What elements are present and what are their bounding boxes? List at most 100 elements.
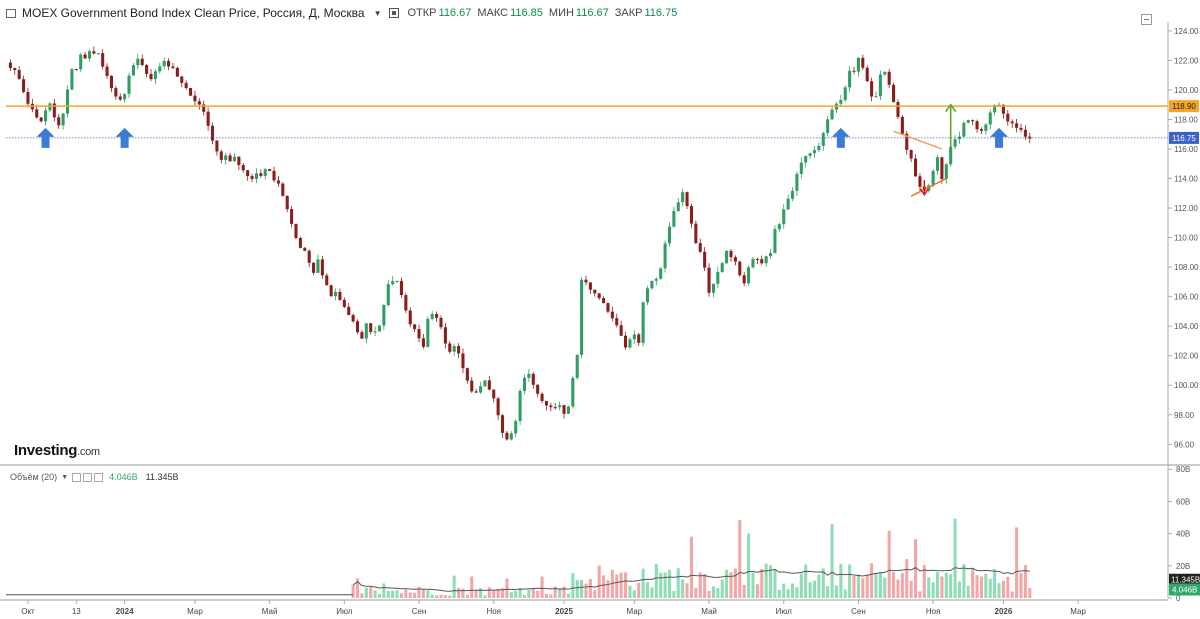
visibility-icon[interactable] (72, 472, 82, 482)
volume-bar (483, 595, 487, 598)
volume-bar (531, 588, 535, 598)
ohlc-high: МАКС 116.85 (477, 7, 543, 19)
candle-body (896, 102, 900, 117)
candle-body (399, 280, 403, 296)
candle-body (615, 318, 619, 326)
candle-body (606, 303, 610, 312)
chevron-down-icon[interactable]: ▼ (61, 473, 69, 481)
candle-body (654, 278, 658, 281)
time-tick-label: Ноя (486, 607, 501, 616)
time-tick-label: 2024 (116, 607, 134, 616)
candle-body (505, 432, 509, 440)
settings-icon[interactable] (83, 472, 93, 482)
volume-bar (641, 568, 645, 598)
candle-body (290, 209, 294, 224)
breakout-down-arrow-icon (919, 188, 929, 197)
volume-label[interactable]: Объём (20) (10, 472, 58, 482)
settings-icon[interactable] (389, 8, 400, 18)
candle-body (426, 318, 430, 347)
candle-body (755, 258, 759, 260)
time-tick-label: Сен (851, 607, 866, 616)
menu-icon[interactable] (6, 8, 16, 18)
candle-body (720, 263, 724, 273)
volume-bar (993, 569, 997, 598)
candle-body (457, 346, 461, 354)
candle-body (57, 117, 61, 126)
candle-body (966, 120, 970, 123)
candle-body (1010, 121, 1014, 124)
candle-body (149, 73, 153, 80)
volume-bar (413, 592, 417, 598)
candle-body (707, 267, 711, 293)
volume-tick-label: 0 (1176, 594, 1181, 603)
volume-bar (544, 594, 548, 598)
low-label: МИН (548, 7, 574, 19)
candle-body (435, 313, 439, 318)
collapse-icon[interactable] (1141, 14, 1152, 25)
volume-bar (795, 587, 799, 598)
volume-bar (747, 533, 751, 598)
candle-body (900, 116, 904, 134)
volume-bar (505, 578, 509, 598)
volume-bar (742, 584, 746, 598)
candle-body (575, 354, 579, 378)
volume-avg-axis-label: 11.345B (1171, 576, 1200, 585)
volume-bar (584, 583, 588, 598)
candle-body (624, 335, 628, 348)
candle-body (312, 262, 316, 273)
time-tick-label: 2025 (555, 607, 573, 616)
candle-body (509, 433, 513, 440)
close-label: ЗАКР (614, 7, 643, 19)
candle-body (580, 279, 584, 355)
volume-bar (870, 563, 874, 598)
volume-bar (843, 589, 847, 598)
price-tick-label: 100.00 (1174, 381, 1199, 390)
price-tick-label: 110.00 (1174, 234, 1198, 243)
candle-body (167, 60, 171, 67)
candle-body (1019, 127, 1023, 130)
candle-body (553, 407, 557, 409)
candle-body (246, 170, 250, 177)
candle-body (391, 281, 395, 285)
candle-body (935, 157, 940, 171)
volume-bar (597, 565, 601, 598)
candle-body (70, 69, 74, 90)
candle-body (210, 125, 215, 141)
candle-body (865, 67, 869, 82)
candle-body (566, 406, 570, 414)
volume-bar (540, 576, 544, 598)
candle-body (22, 79, 26, 92)
volume-bar (566, 593, 570, 598)
instrument-title[interactable]: MOEX Government Bond Index Clean Price, … (22, 6, 365, 20)
volume-tick-label: 60B (1176, 497, 1190, 506)
volume-bar (931, 582, 935, 598)
close-icon[interactable] (94, 472, 104, 482)
candle-body (272, 170, 276, 181)
volume-bar (610, 569, 614, 598)
candle-body (527, 373, 531, 378)
candle-body (360, 332, 364, 339)
candle-body (786, 198, 790, 210)
time-tick-label: 13 (72, 607, 81, 616)
volume-bar (808, 582, 812, 598)
candle-body (114, 88, 118, 97)
chevron-down-icon[interactable]: ▼ (373, 8, 382, 18)
volume-bar (729, 572, 733, 598)
volume-bar (522, 595, 527, 598)
volume-bar (667, 569, 672, 598)
candle-body (988, 112, 992, 125)
candle-body (303, 247, 307, 251)
volume-bar (500, 588, 505, 598)
volume-bar (553, 586, 557, 598)
candle-body (826, 119, 830, 134)
candle-body (386, 284, 390, 306)
volume-bar (1010, 591, 1014, 598)
candle-body (993, 105, 997, 113)
candle-body (373, 331, 377, 333)
volume-bar (364, 587, 368, 598)
candle-body (536, 384, 540, 394)
volume-bar (509, 592, 513, 598)
candle-body (136, 58, 140, 66)
candle-body (162, 60, 166, 67)
